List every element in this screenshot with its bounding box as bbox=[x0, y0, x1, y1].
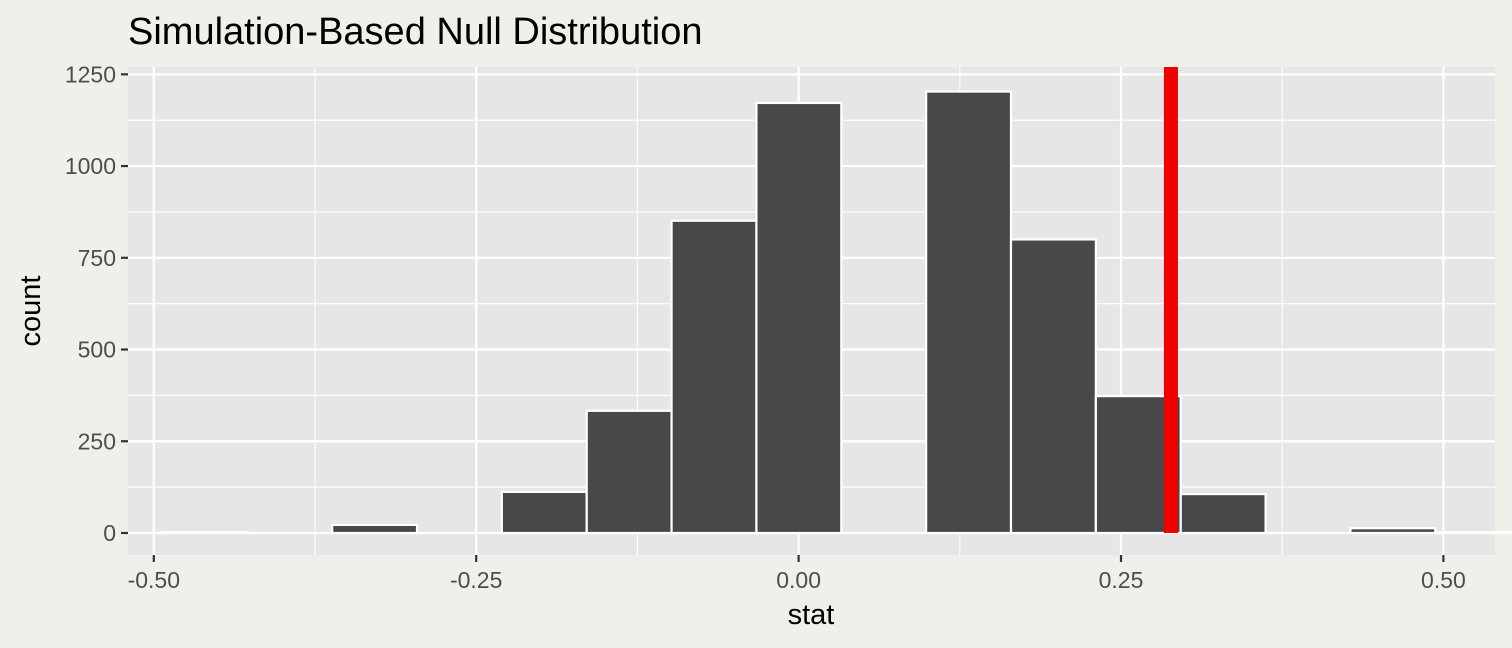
x-tick-label: 0.50 bbox=[1421, 567, 1466, 593]
x-tick-label: 0.00 bbox=[776, 567, 821, 593]
y-tick-label: 0 bbox=[103, 520, 116, 546]
histogram-bar bbox=[925, 90, 1013, 535]
histogram-bar bbox=[331, 523, 419, 535]
y-tick-label: 500 bbox=[78, 337, 116, 363]
histogram-bar bbox=[161, 531, 249, 535]
y-axis-title: count bbox=[15, 276, 47, 347]
x-tick-label: -0.50 bbox=[128, 567, 180, 593]
y-tick-label: 1250 bbox=[65, 61, 116, 87]
histogram-bar bbox=[670, 219, 758, 535]
y-tick-label: 750 bbox=[78, 245, 116, 271]
observed-stat-line bbox=[1163, 67, 1178, 533]
histogram-bar bbox=[1349, 527, 1437, 535]
x-tick-label: -0.25 bbox=[450, 567, 502, 593]
histogram-bar bbox=[500, 490, 588, 535]
histogram-bar bbox=[1009, 238, 1097, 535]
histogram-bar bbox=[1179, 492, 1267, 535]
histogram-bar bbox=[755, 101, 843, 535]
histogram-bar bbox=[585, 409, 673, 535]
axis-tick-marks bbox=[121, 73, 1445, 562]
histogram-bars bbox=[161, 90, 1512, 535]
y-tick-label: 1000 bbox=[65, 153, 116, 179]
histogram-bar bbox=[1434, 531, 1512, 535]
y-tick-label: 250 bbox=[78, 428, 116, 454]
observed-stat-group bbox=[1163, 67, 1178, 533]
x-tick-label: 0.25 bbox=[1099, 567, 1144, 593]
y-axis-tick-labels: 0 250 500 750 1000 1250 bbox=[65, 61, 116, 546]
x-axis-title: stat bbox=[788, 599, 835, 631]
chart-title: Simulation-Based Null Distribution bbox=[128, 11, 702, 53]
x-axis-tick-labels: -0.50 -0.25 0.00 0.25 0.50 bbox=[128, 567, 1466, 593]
